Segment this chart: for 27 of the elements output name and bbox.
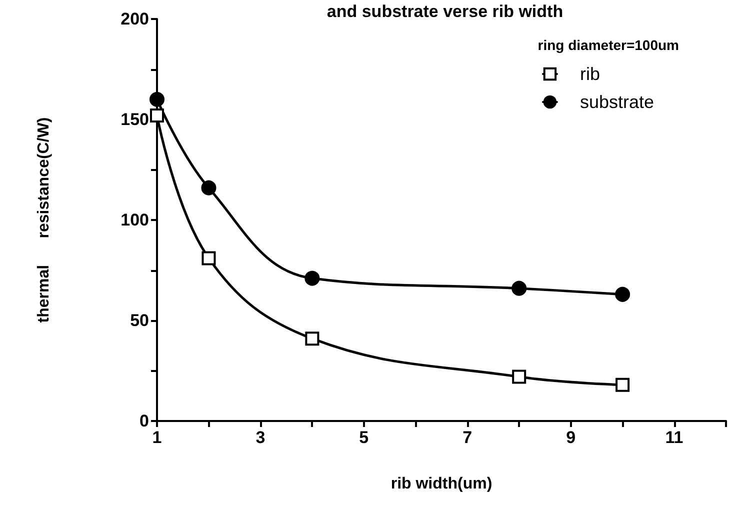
point — [304, 270, 320, 286]
y-tick-label: 50 — [130, 311, 149, 330]
x-tick-label: 3 — [256, 428, 266, 447]
x-tick-label: 7 — [462, 428, 472, 447]
y-axis-title: thermal resistance(C/W) — [36, 117, 52, 323]
point — [150, 92, 164, 107]
legend-label: substrate — [580, 92, 654, 112]
point — [616, 378, 630, 392]
legend-label: rib — [580, 64, 600, 84]
y-tick-label: 0 — [140, 412, 149, 430]
y-tick-label: 200 — [120, 10, 149, 28]
x-tick-label: 5 — [359, 428, 369, 447]
y-tick-label: 100 — [120, 210, 149, 230]
y-tick-label: 150 — [120, 110, 149, 129]
point — [512, 370, 526, 384]
point — [202, 251, 216, 266]
point — [201, 180, 216, 196]
point — [512, 280, 527, 296]
x-tick-label: 9 — [566, 428, 576, 447]
point — [305, 332, 320, 346]
x-tick-label: 1 — [152, 428, 162, 447]
point — [615, 286, 630, 302]
x-tick-label: 11 — [665, 428, 684, 447]
point — [150, 108, 164, 122]
chart-title: and substrate verse rib width — [326, 2, 564, 21]
x-axis-title: rib width(um) — [390, 476, 492, 492]
legend-title: ring diameter=100um — [538, 37, 680, 53]
